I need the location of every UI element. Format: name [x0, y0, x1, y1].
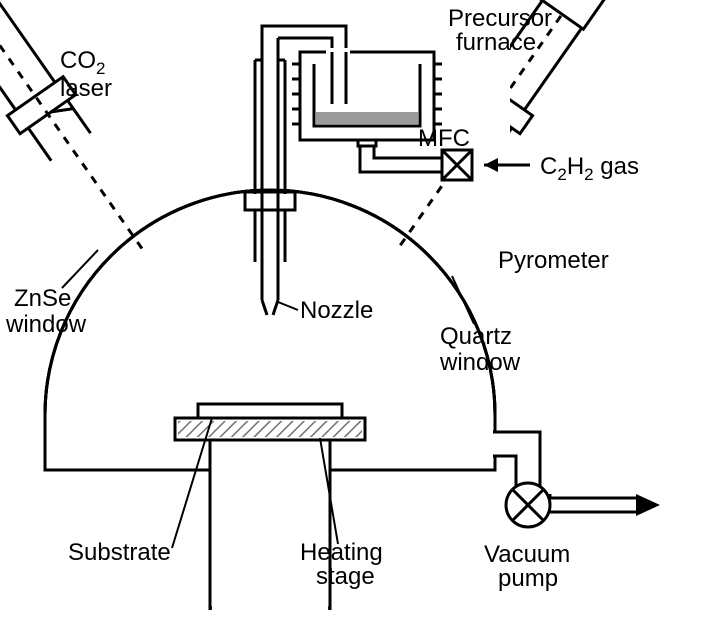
label-gas: C2H2 gas — [540, 153, 639, 184]
label-quartz-1: Quartz — [440, 323, 512, 350]
label-substrate: Substrate — [68, 539, 171, 566]
label-precursor-1: Precursor — [448, 5, 552, 32]
apparatus-diagram: Precursor furnace CO2 laser MFC C2H2 gas… — [0, 0, 701, 622]
label-pyro: Pyrometer — [498, 247, 609, 274]
label-mfc: MFC — [418, 125, 470, 152]
label-nozzle: Nozzle — [300, 297, 373, 324]
label-vac-2: pump — [498, 565, 558, 592]
label-quartz-2: window — [439, 349, 521, 376]
label-co2-laser-2: laser — [60, 75, 112, 102]
label-znse-1: ZnSe — [14, 285, 71, 312]
laser-port — [0, 0, 145, 253]
label-precursor-2: furnace — [456, 29, 536, 56]
label-vac-1: Vacuum — [484, 541, 570, 568]
vacuum-line — [490, 415, 660, 527]
label-heating-1: Heating — [300, 539, 383, 566]
heating-stage — [45, 404, 495, 610]
label-co2-laser: CO2 — [60, 47, 105, 78]
label-znse-2: window — [5, 311, 87, 338]
label-heating-2: stage — [316, 563, 375, 590]
